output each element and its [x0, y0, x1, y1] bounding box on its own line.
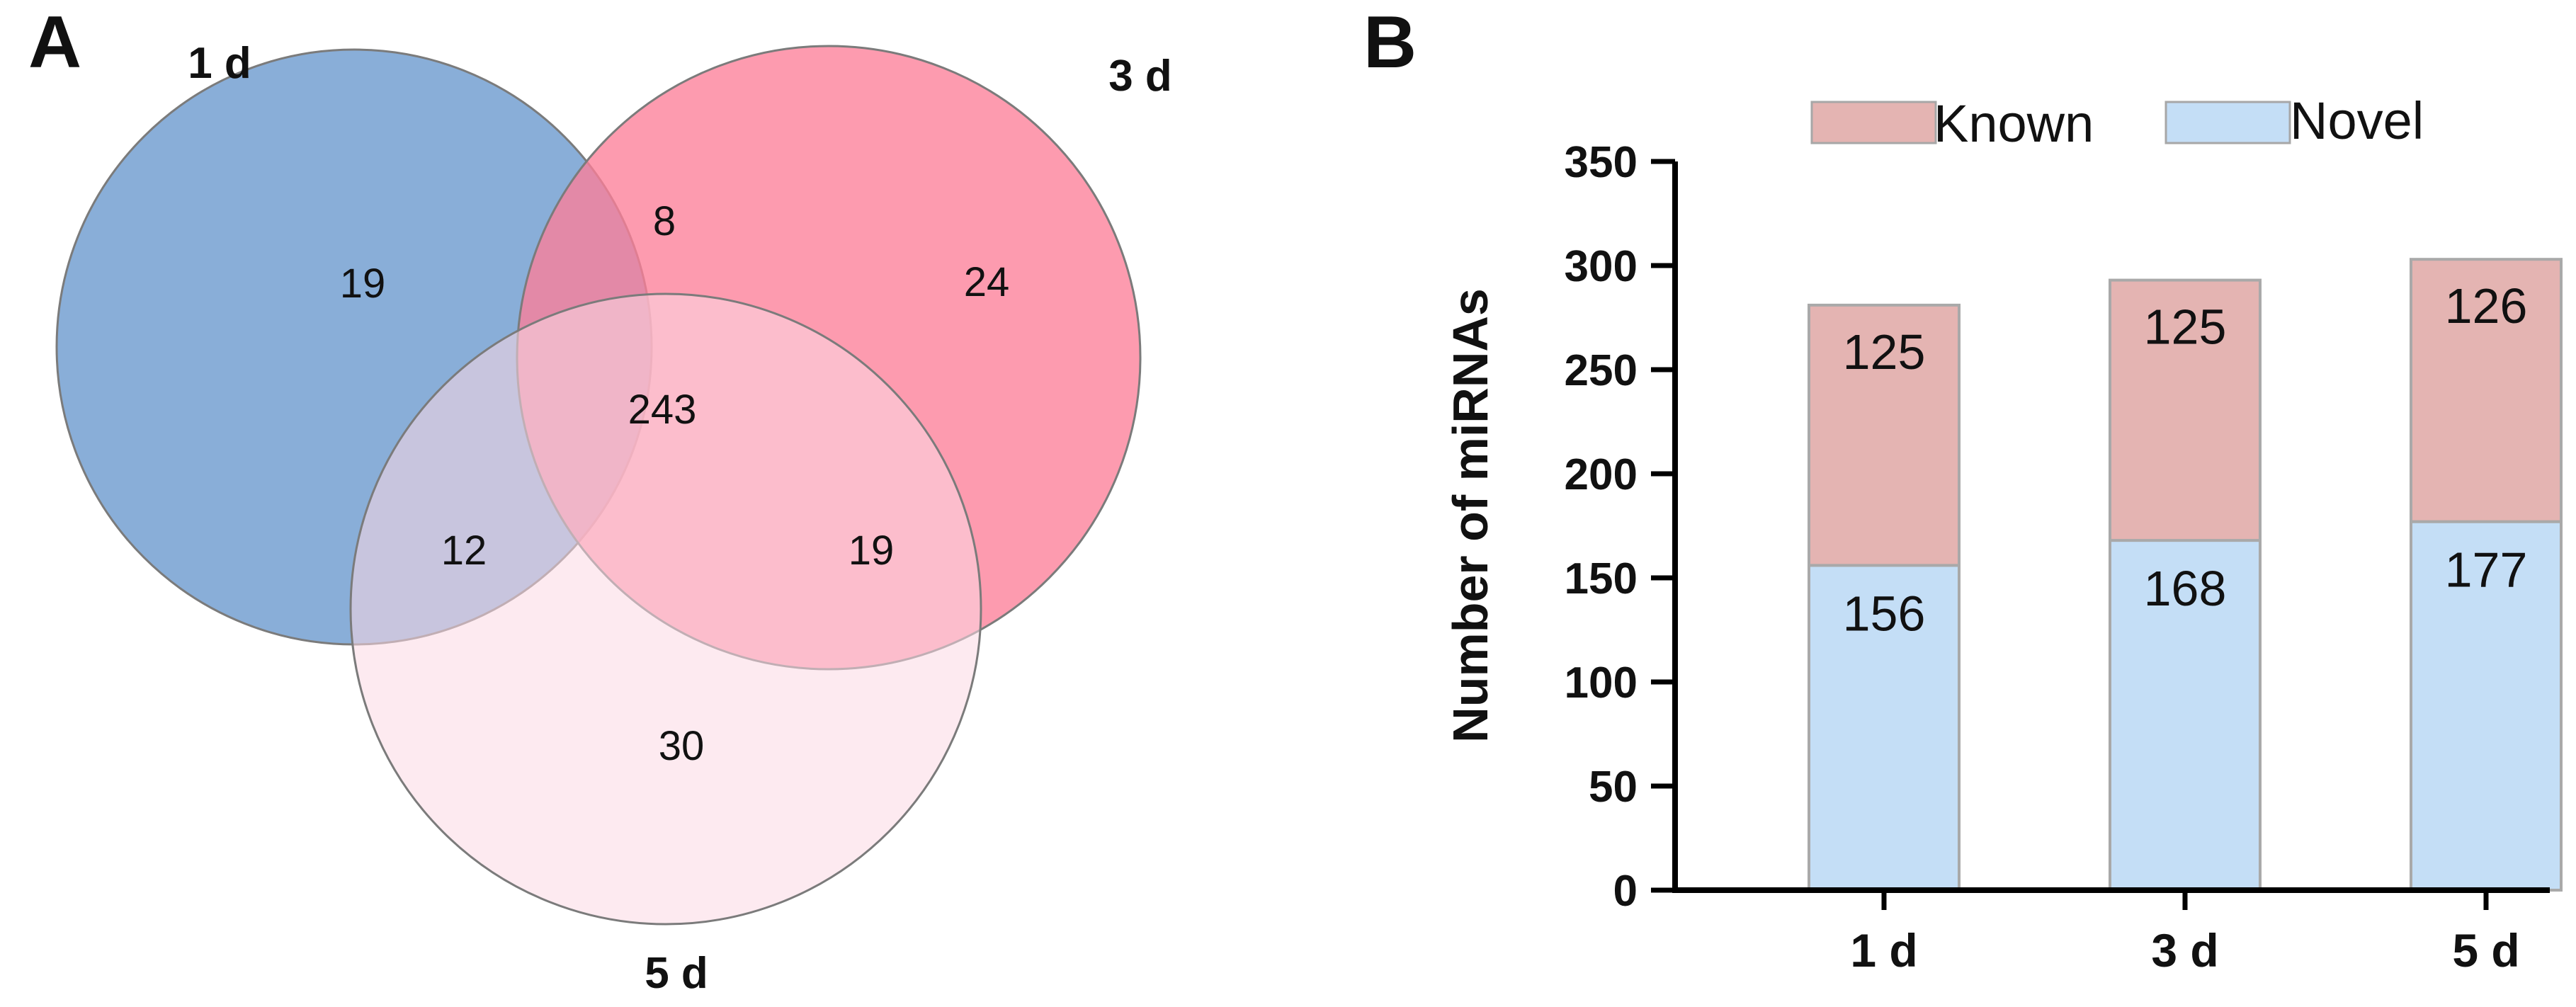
venn-count-only-1d: 19: [340, 261, 386, 307]
venn-panel: A 1 d 3 d 5 d 19 8 24 243 12 19 30: [28, 1, 1172, 998]
legend-swatch-known: [1810, 101, 1937, 144]
venn-set-label-5d: 5 d: [645, 949, 708, 998]
legend-label-novel: Novel: [2290, 91, 2424, 150]
venn-count-3d-5d: 19: [849, 528, 895, 574]
venn-circle-5d: [349, 292, 982, 926]
bar-value-known: 126: [2445, 278, 2528, 334]
bar-known-3d: [2109, 278, 2262, 542]
bar-known-5d: [2410, 258, 2563, 523]
y-tick-label: 250: [1565, 346, 1638, 395]
venn-count-1d-5d: 12: [441, 528, 487, 574]
y-tick-label: 50: [1589, 763, 1638, 812]
bar-value-novel: 156: [1843, 586, 1926, 641]
y-tick-label: 100: [1565, 659, 1638, 707]
bar-known-1d: [1808, 303, 1961, 567]
bar-value-known: 125: [1843, 324, 1926, 380]
legend-swatch-novel: [2164, 101, 2291, 144]
y-ticks-group: 0 50 100 150 200 250 300 350: [1565, 138, 1675, 916]
venn-set-label-1d: 1 d: [188, 39, 251, 88]
y-tick-label: 300: [1565, 242, 1638, 291]
legend-label-known: Known: [1934, 94, 2094, 153]
x-category-label: 1 d: [1850, 924, 1917, 977]
venn-count-only-3d: 24: [964, 259, 1010, 305]
x-category-label: 5 d: [2452, 924, 2519, 977]
panel-a-letter: A: [28, 1, 81, 84]
y-tick-label: 150: [1565, 554, 1638, 603]
venn-count-only-5d: 30: [659, 723, 705, 769]
x-category-label: 3 d: [2151, 924, 2218, 977]
venn-set-label-3d: 3 d: [1108, 52, 1172, 101]
y-tick-label: 0: [1613, 867, 1638, 916]
bar-value-labels: 156 125 168 125 177 126: [1843, 278, 2528, 641]
y-tick-label: 200: [1565, 450, 1638, 499]
x-labels-group: 1 d 3 d 5 d: [1850, 890, 2520, 977]
y-tick-label: 350: [1565, 138, 1638, 187]
venn-count-all: 243: [628, 387, 697, 433]
bars-group: [1808, 258, 2563, 892]
bar-value-known: 125: [2144, 300, 2227, 355]
panel-b-letter: B: [1363, 1, 1417, 84]
bar-chart-panel: B Known Novel Number of miRNAs 156 125 168…: [1363, 1, 2563, 977]
y-axis-label: Number of miRNAs: [1443, 288, 1498, 743]
bar-value-novel: 177: [2445, 542, 2528, 598]
venn-count-1d-3d: 8: [653, 198, 676, 244]
bar-novel-1d: [1808, 564, 1961, 892]
bar-value-novel: 168: [2144, 561, 2227, 616]
